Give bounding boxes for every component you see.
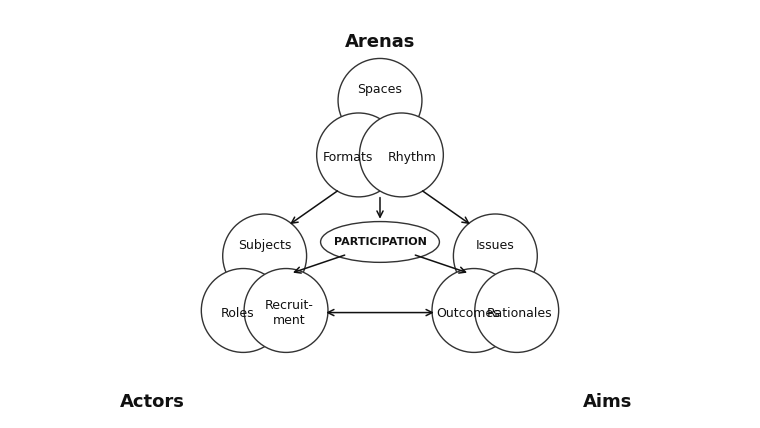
Text: Aims: Aims: [582, 392, 632, 410]
Text: Subjects: Subjects: [238, 239, 291, 252]
Ellipse shape: [359, 113, 443, 197]
Text: Rhythm: Rhythm: [388, 152, 436, 164]
Text: Rationales: Rationales: [487, 307, 553, 320]
Text: Formats: Formats: [323, 152, 373, 164]
Ellipse shape: [317, 113, 401, 197]
Text: Issues: Issues: [476, 239, 515, 252]
Ellipse shape: [454, 214, 537, 298]
Text: Arenas: Arenas: [345, 33, 415, 51]
Text: Roles: Roles: [220, 307, 255, 320]
Ellipse shape: [223, 214, 306, 298]
Ellipse shape: [201, 268, 285, 352]
Ellipse shape: [244, 268, 328, 352]
Text: PARTICIPATION: PARTICIPATION: [334, 237, 426, 247]
Ellipse shape: [432, 268, 516, 352]
Text: Recruit-
ment: Recruit- ment: [264, 299, 313, 327]
Ellipse shape: [475, 268, 559, 352]
Ellipse shape: [321, 222, 439, 262]
Text: Outcomes: Outcomes: [436, 307, 500, 320]
Ellipse shape: [338, 59, 422, 143]
Text: Spaces: Spaces: [357, 83, 403, 96]
Text: Actors: Actors: [120, 392, 185, 410]
